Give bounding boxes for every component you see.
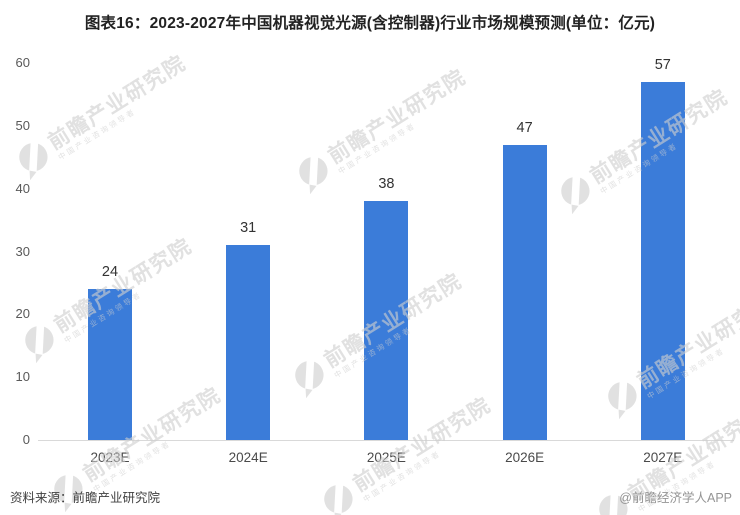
magnifier-logo-icon [552,169,602,220]
watermark-text: 前瞻产业研究院 [324,65,470,169]
watermark-text: 前瞻产业研究院 [44,51,190,155]
watermark: 前瞻产业研究院 中国产业咨询领导者 [10,49,197,186]
bar-2023E [88,289,132,440]
bar-value-label: 57 [654,57,671,74]
watermark-subtext: 中国产业咨询领导者 [336,120,418,177]
source-note: 资料来源：前瞻产业研究院 [10,491,161,505]
y-axis-tick-label: 50 [15,118,30,133]
x-axis-tick-label: 2024E [228,450,268,465]
watermark-text-block: 前瞻产业研究院 中国产业咨询领导者 [324,65,475,177]
magnifier-logo-icon [286,353,336,404]
x-axis-tick-label: 2025E [366,450,406,465]
y-axis-tick-label: 60 [15,55,30,71]
bar-value-label: 31 [240,220,257,237]
bar-2025E [364,201,409,440]
magnifier-logo-icon [290,149,340,200]
y-axis-tick-label: 40 [15,180,30,196]
bar-2024E [226,245,271,440]
watermark-subtext: 中国产业咨询领导者 [56,106,138,163]
y-axis-tick-label: 30 [15,243,30,259]
y-axis-tick-label: 10 [15,369,30,385]
x-axis-tick-label: 2026E [505,450,545,465]
chart-title: 图表16：2023-2027年中国机器视觉光源(含控制器)行业市场规模预测(单位… [84,15,656,32]
credit-note: @前瞻经济学人APP [619,491,732,505]
bar-value-label: 38 [378,176,395,193]
bar-2027E [640,82,685,440]
bar-value-label: 24 [101,264,119,281]
bar-2026E [502,144,547,440]
magnifier-logo-icon [10,135,60,186]
bar-value-label: 47 [516,119,533,136]
y-axis-tick-label: 20 [15,306,30,322]
x-axis-tick-label: 2023E [90,450,130,465]
x-axis-line [38,440,734,441]
x-axis-tick-label: 2027E [643,450,683,465]
watermark-text-block: 前瞻产业研究院 中国产业咨询领导者 [44,51,195,163]
magnifier-logo-icon [16,318,66,369]
magnifier-logo-icon [315,477,365,515]
y-axis-tick-label: 0 [22,432,30,447]
